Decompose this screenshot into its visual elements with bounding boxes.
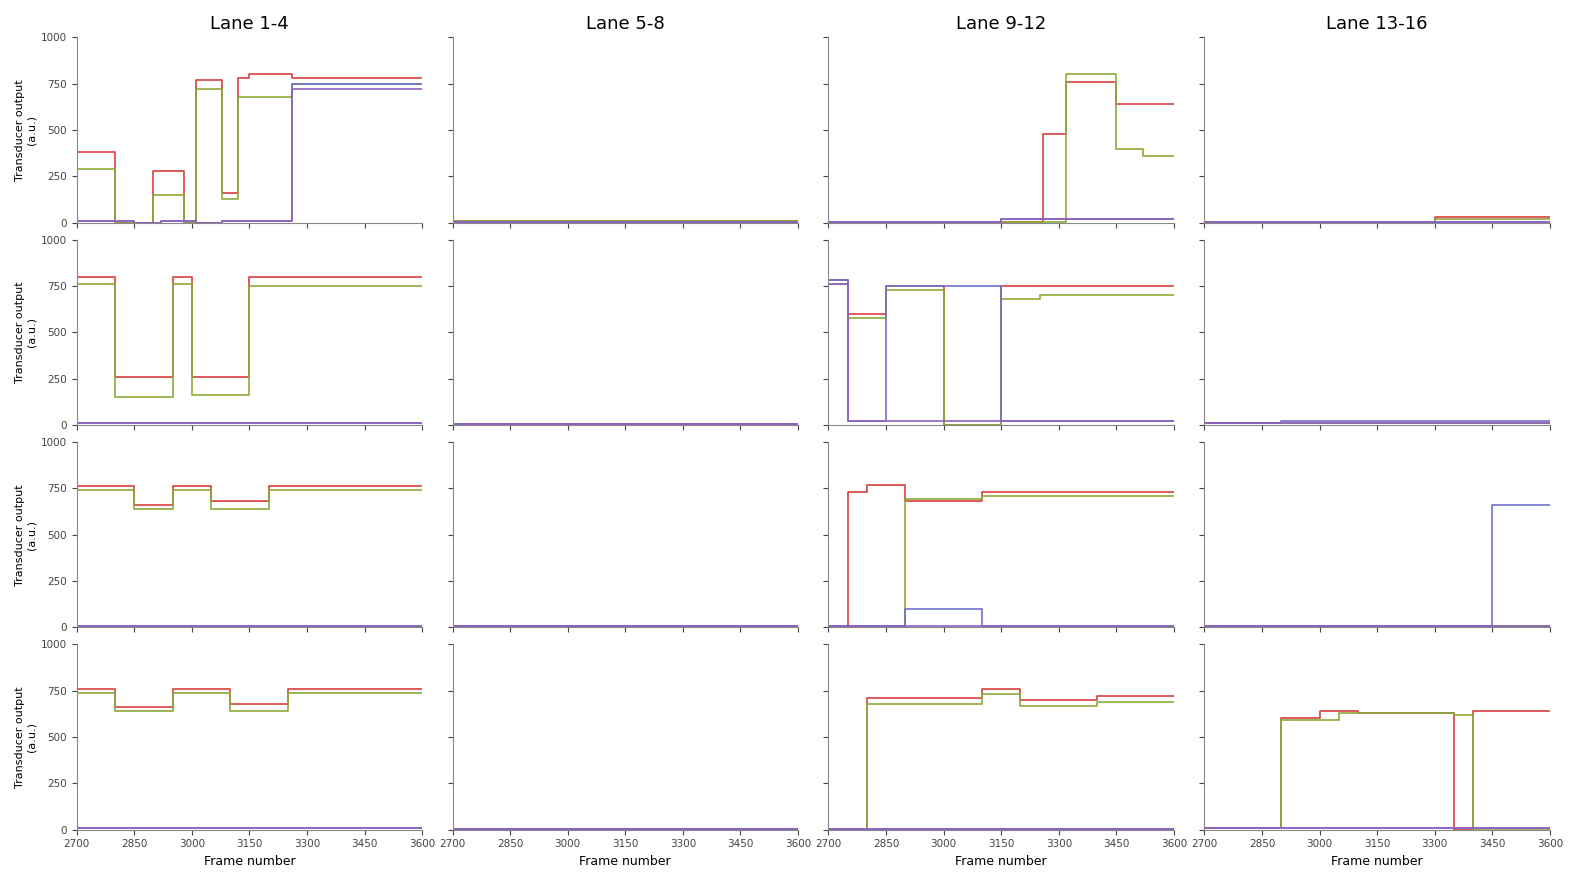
X-axis label: Frame number: Frame number [1332, 855, 1423, 868]
Title: Lane 9-12: Lane 9-12 [956, 15, 1046, 33]
Y-axis label: Transducer output
(a.u.): Transducer output (a.u.) [16, 686, 36, 788]
Y-axis label: Transducer output
(a.u.): Transducer output (a.u.) [16, 79, 36, 181]
Title: Lane 13-16: Lane 13-16 [1327, 15, 1428, 33]
Title: Lane 1-4: Lane 1-4 [210, 15, 289, 33]
Title: Lane 5-8: Lane 5-8 [585, 15, 664, 33]
Y-axis label: Transducer output
(a.u.): Transducer output (a.u.) [16, 484, 36, 585]
X-axis label: Frame number: Frame number [204, 855, 295, 868]
X-axis label: Frame number: Frame number [579, 855, 671, 868]
X-axis label: Frame number: Frame number [955, 855, 1048, 868]
Y-axis label: Transducer output
(a.u.): Transducer output (a.u.) [16, 282, 36, 383]
